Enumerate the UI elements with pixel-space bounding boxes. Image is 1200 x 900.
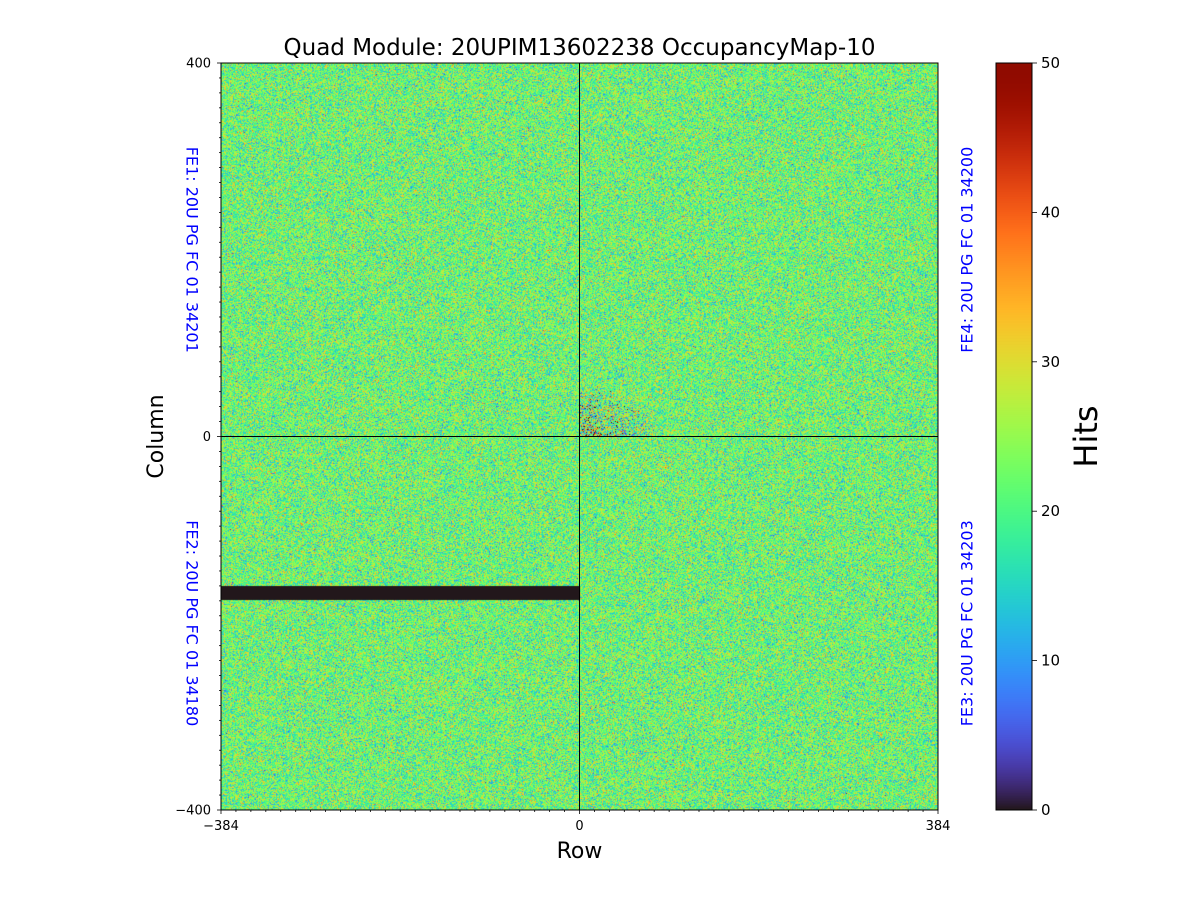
colorbar-tick-label: 10 (1041, 652, 1060, 670)
x-tick-label: 0 (575, 819, 583, 834)
y-axis-label: Column (144, 394, 169, 478)
colorbar-label: Hits (1067, 405, 1105, 467)
y-tick-label: 400 (186, 57, 211, 72)
quadrant-label-fe3: FE3: 20U PG FC 01 34203 (958, 520, 977, 726)
colorbar-tick-label: 50 (1041, 54, 1060, 72)
chart-title: Quad Module: 20UPIM13602238 OccupancyMap… (284, 35, 876, 61)
quadrant-label-fe4: FE4: 20U PG FC 01 34200 (958, 147, 977, 353)
y-tick-label: 0 (203, 430, 211, 445)
colorbar-gradient (996, 63, 1032, 810)
colorbar-frame (995, 62, 1033, 811)
colorbar-tick-label: 20 (1041, 502, 1060, 520)
quadrant-label-fe1: FE1: 20U PG FC 01 34201 (183, 147, 202, 353)
x-axis-label: Row (557, 839, 603, 864)
quadrant-label-fe2: FE2: 20U PG FC 01 34180 (183, 520, 202, 726)
y-tick-label: −400 (175, 804, 211, 819)
colorbar-tick-label: 0 (1041, 801, 1051, 819)
colorbar-tick-label: 40 (1041, 203, 1060, 221)
colorbar-tick-label: 30 (1041, 353, 1060, 371)
x-tick-label: −384 (203, 819, 239, 834)
x-tick-label: 384 (926, 819, 951, 834)
